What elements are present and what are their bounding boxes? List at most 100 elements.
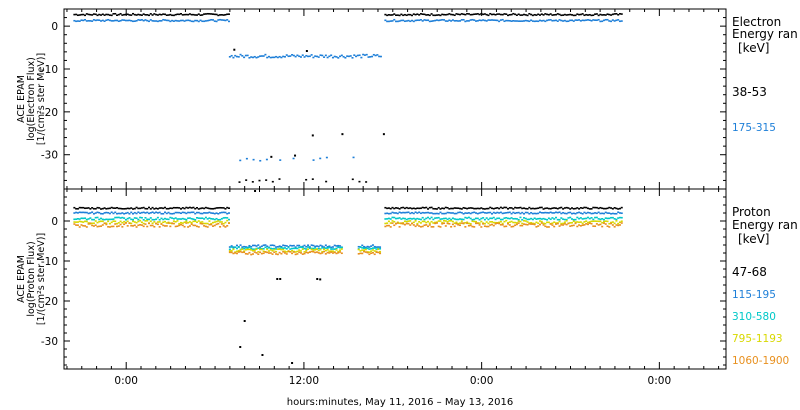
proton-point: [172, 220, 175, 222]
proton-point: [460, 208, 463, 210]
proton-point: [604, 217, 607, 219]
proton-point: [460, 220, 463, 222]
proton-point: [549, 218, 552, 221]
proton-point: [78, 226, 81, 228]
electron-point: [126, 19, 129, 22]
electron-point: [188, 13, 191, 15]
proton-point: [492, 224, 495, 227]
proton-point: [489, 221, 492, 223]
proton-point: [181, 222, 184, 224]
proton-point: [235, 252, 238, 255]
electron-point: [546, 13, 549, 16]
proton-point: [370, 245, 373, 247]
proton-point: [396, 207, 399, 209]
proton-point: [578, 217, 581, 220]
proton-point: [453, 212, 456, 215]
proton-point: [112, 220, 115, 222]
proton-point: [467, 216, 470, 219]
proton-point: [459, 224, 462, 227]
electron-point: [294, 55, 297, 58]
proton-point: [187, 217, 190, 219]
proton-point: [448, 211, 451, 214]
proton-point: [121, 221, 124, 224]
proton-point: [521, 207, 524, 210]
electron-point: [585, 19, 588, 21]
proton-point: [211, 218, 214, 220]
electron-legend-title-1: Electron: [732, 15, 781, 29]
proton-point: [151, 211, 154, 214]
proton-point: [579, 217, 582, 219]
proton-point: [117, 225, 120, 227]
electron-point: [362, 53, 365, 56]
proton-point: [531, 207, 534, 210]
electron-point: [464, 20, 467, 23]
electron-point: [232, 56, 235, 59]
proton-point: [230, 246, 233, 248]
electron-point: [165, 14, 168, 16]
proton-legend-item: 115-195: [732, 289, 776, 301]
proton-point: [140, 216, 143, 219]
proton-point: [441, 212, 444, 215]
proton-point: [119, 212, 122, 215]
proton-point: [178, 218, 181, 220]
proton-point: [478, 222, 481, 224]
proton-point: [165, 222, 168, 224]
proton-point: [213, 207, 216, 210]
proton-point: [519, 206, 522, 209]
proton-point: [230, 251, 233, 254]
electron-point: [510, 13, 513, 16]
electron-point: [450, 13, 453, 16]
proton-point: [508, 221, 511, 223]
proton-point: [583, 206, 586, 209]
proton-point: [330, 250, 333, 252]
electron-point: [211, 13, 214, 15]
proton-point: [339, 249, 342, 251]
electron-point: [499, 19, 502, 21]
proton-point: [478, 207, 481, 210]
proton-point: [206, 226, 209, 228]
electron-point: [524, 14, 527, 16]
electron-point: [551, 19, 554, 22]
proton-point: [340, 252, 343, 255]
proton-point: [340, 248, 343, 250]
proton-point: [419, 212, 422, 215]
proton-point: [361, 249, 364, 251]
electron-point: [533, 13, 536, 16]
proton-point: [423, 220, 426, 223]
proton-point: [563, 223, 566, 225]
proton-point: [262, 250, 265, 253]
proton-point: [331, 246, 334, 248]
proton-series-115-195: [73, 211, 623, 249]
proton-point: [379, 247, 382, 250]
electron-point: [586, 19, 589, 21]
electron-point: [103, 14, 106, 16]
proton-point: [222, 207, 225, 209]
proton-point: [101, 220, 104, 223]
electron-point: [506, 14, 509, 17]
electron-point: [538, 19, 541, 22]
proton-point: [287, 246, 290, 249]
proton-point: [597, 224, 600, 226]
electron-point: [469, 19, 472, 21]
electron-point: [421, 20, 424, 22]
proton-point: [517, 222, 520, 224]
proton-point: [590, 222, 593, 225]
proton-point: [608, 206, 611, 209]
electron-point: [478, 13, 481, 16]
proton-point: [425, 206, 428, 209]
electron-point: [358, 54, 361, 57]
electron-point: [437, 14, 440, 16]
proton-point: [485, 212, 488, 214]
proton-point: [405, 220, 408, 223]
electron-point: [148, 14, 151, 17]
proton-point: [169, 207, 172, 209]
proton-point: [489, 206, 492, 209]
proton-point: [601, 221, 604, 224]
proton-point: [553, 207, 556, 209]
proton-point: [485, 221, 488, 223]
proton-point: [475, 207, 478, 210]
proton-point: [586, 223, 589, 226]
proton-point: [219, 221, 222, 223]
electron-point: [285, 54, 288, 56]
electron-point: [618, 13, 621, 15]
